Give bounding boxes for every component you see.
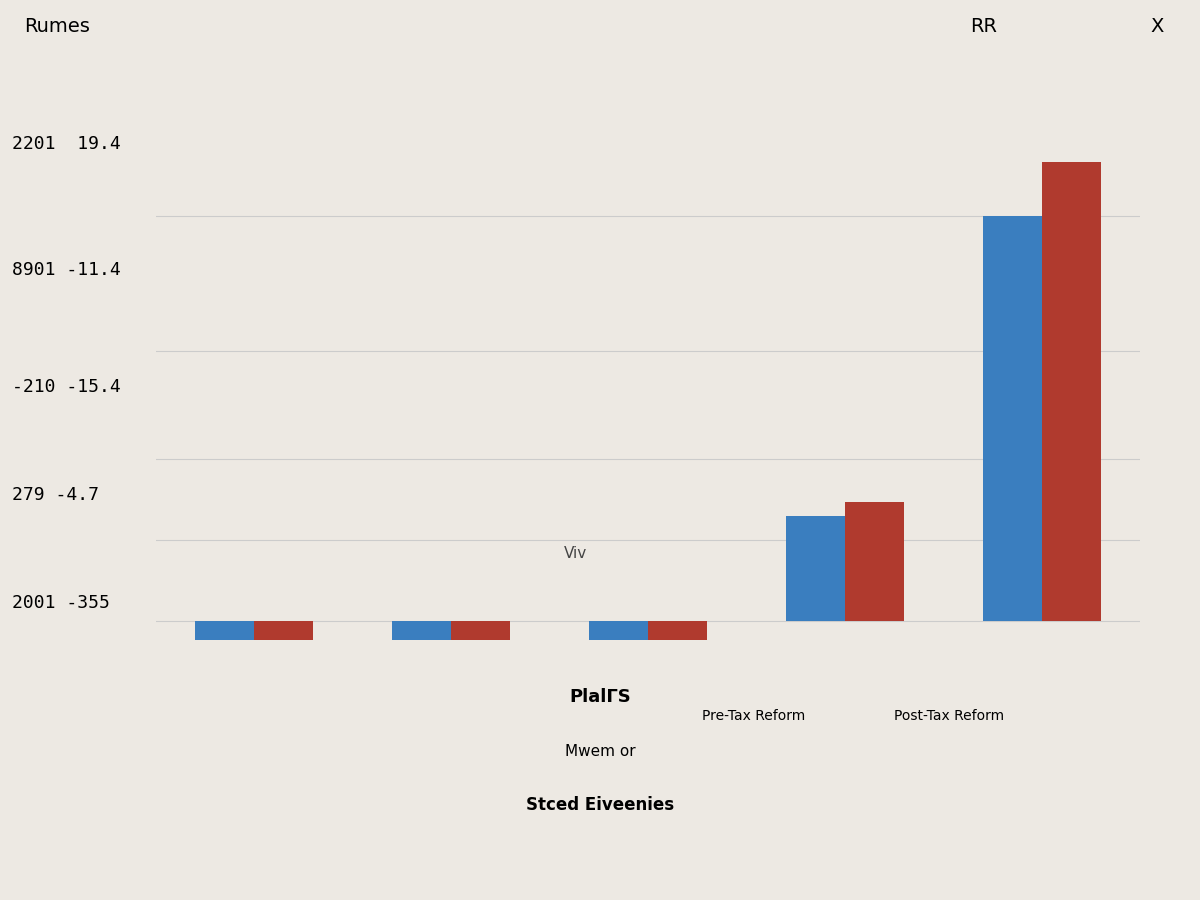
Text: Mwem or: Mwem or: [565, 744, 635, 759]
Bar: [589, 621, 648, 640]
Text: Stced Eiveenies: Stced Eiveenies: [526, 796, 674, 814]
Text: 279 -4.7: 279 -4.7: [12, 486, 98, 504]
Bar: [196, 621, 254, 640]
Bar: [648, 621, 707, 640]
Text: X: X: [1151, 17, 1164, 37]
Text: 2201  19.4: 2201 19.4: [12, 135, 121, 153]
Text: Post-Tax Reform: Post-Tax Reform: [894, 708, 1004, 723]
Text: Pre-Tax Reform: Pre-Tax Reform: [702, 708, 805, 723]
Bar: [786, 517, 845, 621]
Bar: [1042, 162, 1100, 621]
Text: -210 -15.4: -210 -15.4: [12, 378, 121, 396]
Text: 2001 -355: 2001 -355: [12, 594, 110, 612]
Text: RR: RR: [971, 17, 997, 37]
Text: Rumes: Rumes: [24, 17, 90, 37]
Text: PlalГS: PlalГS: [569, 688, 631, 706]
Bar: [451, 621, 510, 640]
Bar: [392, 621, 451, 640]
Text: Viv: Viv: [564, 546, 588, 561]
Bar: [254, 621, 313, 640]
Text: 8901 -11.4: 8901 -11.4: [12, 261, 121, 279]
Bar: [983, 216, 1042, 621]
Bar: [845, 502, 904, 621]
